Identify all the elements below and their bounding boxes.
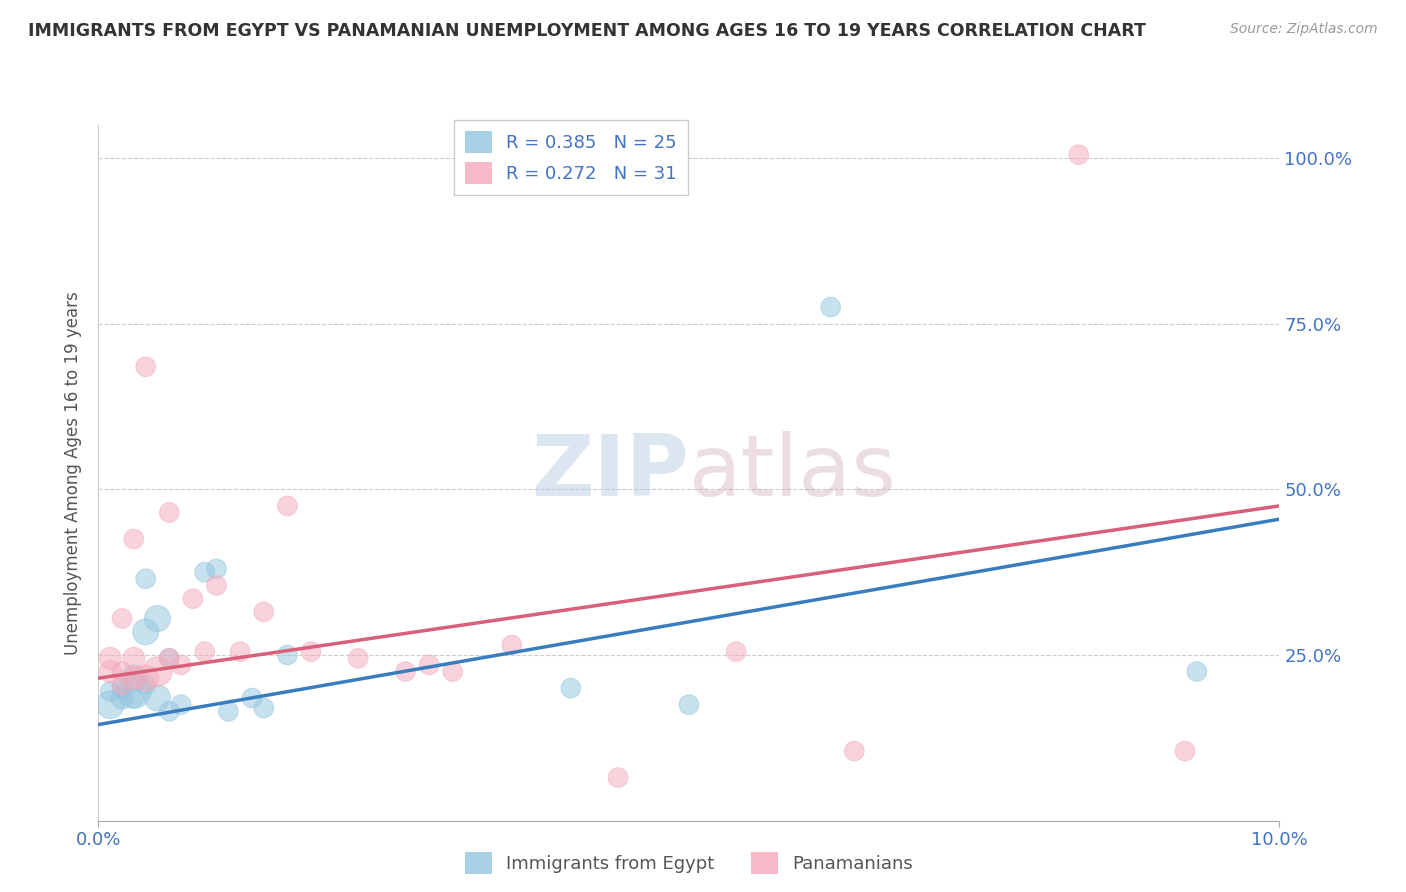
Point [146, 665, 169, 679]
Text: Source: ZipAtlas.com: Source: ZipAtlas.com [1230, 22, 1378, 37]
Point [98, 665, 121, 679]
Legend: Immigrants from Egypt, Panamanians: Immigrants from Egypt, Panamanians [457, 845, 921, 881]
Point [122, 691, 145, 706]
Point [135, 359, 157, 374]
Point [98, 651, 121, 665]
Point [1067, 147, 1090, 161]
Point [122, 651, 145, 665]
Point [253, 701, 276, 715]
Point [98, 684, 121, 698]
Point [135, 678, 157, 692]
Point [501, 638, 523, 652]
Point [299, 645, 322, 659]
Point [253, 605, 276, 619]
Point [146, 691, 169, 706]
Point [394, 665, 416, 679]
Point [122, 671, 145, 685]
Point [217, 704, 239, 718]
Point [240, 691, 263, 706]
Point [170, 657, 193, 672]
Point [418, 657, 440, 672]
Point [347, 651, 370, 665]
Point [181, 591, 204, 606]
Text: IMMIGRANTS FROM EGYPT VS PANAMANIAN UNEMPLOYMENT AMONG AGES 16 TO 19 YEARS CORRE: IMMIGRANTS FROM EGYPT VS PANAMANIAN UNEM… [28, 22, 1146, 40]
Text: atlas: atlas [689, 431, 897, 515]
Y-axis label: Unemployment Among Ages 16 to 19 years: Unemployment Among Ages 16 to 19 years [65, 291, 83, 655]
Point [1185, 665, 1208, 679]
Point [170, 698, 193, 712]
Point [111, 681, 134, 695]
Point [157, 704, 180, 718]
Point [560, 681, 582, 695]
Point [135, 671, 157, 685]
Point [157, 651, 180, 665]
Point [607, 771, 630, 785]
Text: ZIP: ZIP [531, 431, 689, 515]
Point [844, 744, 866, 758]
Point [1174, 744, 1197, 758]
Point [146, 611, 169, 625]
Point [820, 300, 842, 314]
Point [205, 562, 228, 576]
Point [157, 651, 180, 665]
Point [678, 698, 700, 712]
Point [122, 684, 145, 698]
Point [205, 578, 228, 592]
Point [276, 648, 298, 662]
Point [194, 565, 217, 579]
Point [725, 645, 748, 659]
Point [229, 645, 252, 659]
Point [111, 665, 134, 679]
Point [441, 665, 464, 679]
Point [98, 698, 121, 712]
Point [276, 499, 298, 513]
Point [194, 645, 217, 659]
Point [122, 532, 145, 546]
Point [135, 624, 157, 639]
Point [111, 691, 134, 706]
Point [111, 611, 134, 625]
Point [111, 678, 134, 692]
Point [157, 506, 180, 520]
Point [135, 572, 157, 586]
Point [122, 671, 145, 685]
